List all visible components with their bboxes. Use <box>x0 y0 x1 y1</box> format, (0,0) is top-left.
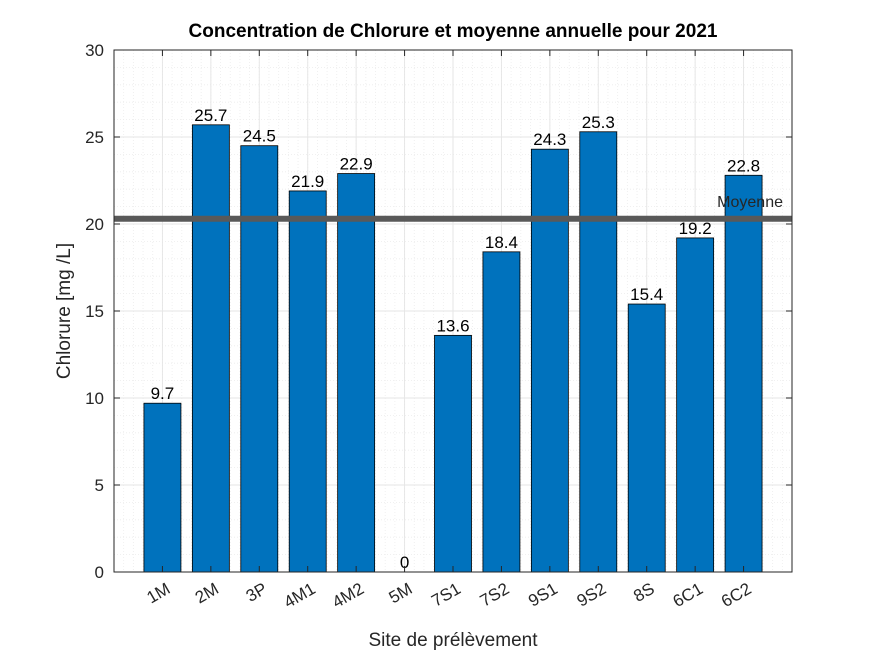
bar-6C2 <box>724 174 763 573</box>
chart-title: Concentration de Chlorure et moyenne ann… <box>189 21 718 42</box>
data-labels: 9.7 25.7 24.5 21.9 22.9 0 13.6 18.4 24.3 25.3 15.4… <box>151 106 761 572</box>
data-label-4M2: 22.9 <box>340 155 373 174</box>
data-label-6C2: 22.8 <box>727 156 760 175</box>
data-label-9S1: 24.3 <box>533 130 566 149</box>
y-tick-label: 5 <box>95 476 104 495</box>
bar-1M <box>143 402 182 573</box>
bar-9S2 <box>579 131 618 573</box>
bar-6C1 <box>676 237 715 573</box>
data-label-2M: 25.7 <box>194 106 227 125</box>
data-label-9S2: 25.3 <box>582 113 615 132</box>
data-label-6C1: 19.2 <box>679 219 712 238</box>
y-tick-label: 10 <box>85 389 104 408</box>
bar-9S1 <box>530 148 569 573</box>
bar-8S <box>627 303 666 573</box>
y-axis-label: Chlorure [mg /L] <box>54 243 75 379</box>
bar-3P <box>240 145 279 573</box>
y-axis: 0 5 10 15 20 25 30 <box>85 41 792 582</box>
y-tick-label: 0 <box>95 563 104 582</box>
data-label-3P: 24.5 <box>243 127 276 146</box>
bar-7S2 <box>482 251 521 573</box>
bar-7S1 <box>434 334 472 573</box>
data-label-8S: 15.4 <box>630 285 663 304</box>
y-tick-label: 20 <box>85 215 104 234</box>
y-tick-label: 30 <box>85 41 104 60</box>
data-label-7S2: 18.4 <box>485 233 518 252</box>
mean-line-group: Moyenne <box>114 194 792 222</box>
bar-4M2 <box>337 173 376 573</box>
bar-2M <box>191 124 230 573</box>
y-tick-label: 25 <box>85 128 104 147</box>
y-tick-label: 15 <box>85 302 104 321</box>
data-label-1M: 9.7 <box>151 384 175 403</box>
data-label-7S1: 13.6 <box>436 316 469 335</box>
data-label-5M: 0 <box>400 553 409 572</box>
x-axis-label: Site de prélèvement <box>369 630 539 651</box>
data-label-4M1: 21.9 <box>291 172 324 191</box>
bar-4M1 <box>288 190 327 573</box>
mean-label: Moyenne <box>717 194 783 211</box>
